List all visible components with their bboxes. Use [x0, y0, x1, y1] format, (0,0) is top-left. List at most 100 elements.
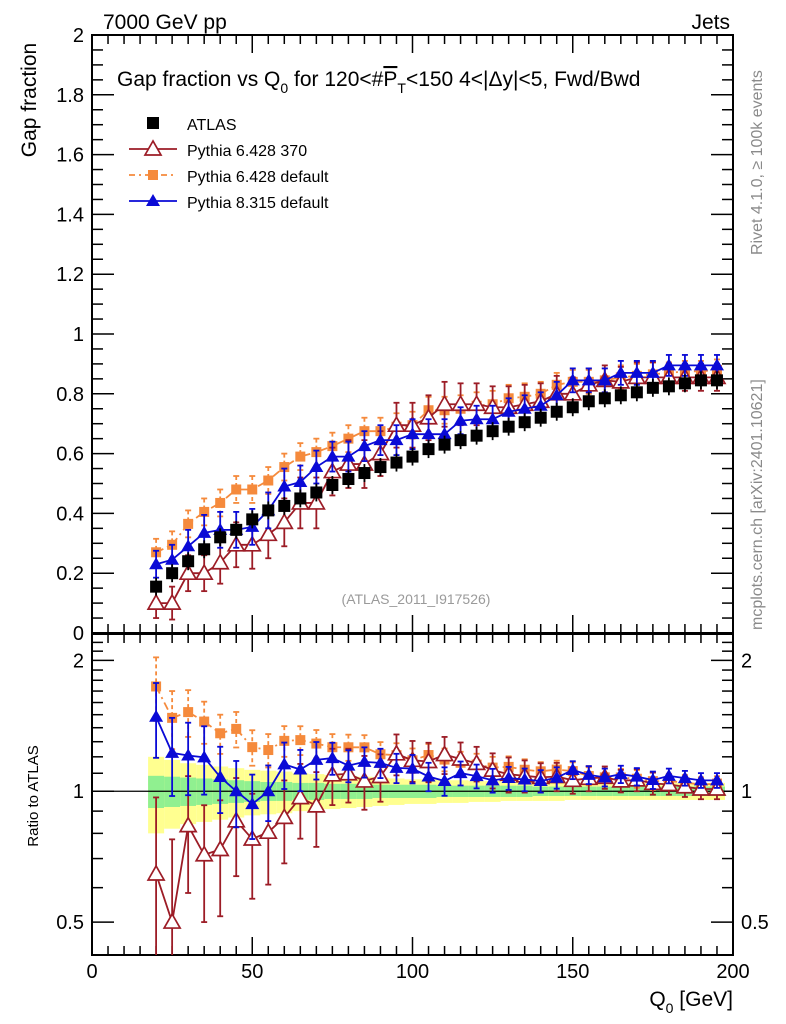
marker-open-triangle: [178, 563, 198, 581]
marker-triangle: [165, 552, 180, 565]
marker-triangle: [597, 770, 612, 783]
marker-triangle: [437, 427, 452, 440]
marker-square: [246, 513, 259, 526]
marker-triangle: [613, 365, 628, 378]
marker-square: [215, 728, 226, 739]
xtick-label: 150: [556, 961, 589, 983]
marker-square: [183, 707, 194, 718]
marker-square: [486, 425, 499, 438]
marker-square: [343, 433, 354, 444]
uncertainty-band-inner: [148, 775, 165, 809]
ytick-label: 0.8: [56, 384, 84, 406]
marker-triangle: [146, 194, 160, 206]
marker-triangle: [293, 762, 308, 775]
series-atlas: [150, 371, 723, 596]
marker-square: [263, 475, 274, 486]
title-overline-part: P: [383, 68, 397, 91]
marker-triangle: [357, 754, 372, 767]
marker-triangle: [613, 767, 628, 780]
marker-square: [374, 461, 387, 474]
marker-square: [182, 555, 195, 568]
marker-triangle: [389, 760, 404, 773]
marker-triangle: [533, 774, 548, 787]
legend-label: Pythia 6.428 370: [187, 143, 307, 160]
ratio-series: [146, 656, 727, 955]
marker-square: [147, 117, 159, 129]
ratio-xlabel: Q0 [GeV]: [649, 988, 733, 1016]
marker-square: [422, 443, 435, 456]
ytick-label: 2: [73, 25, 84, 47]
marker-open-triangle: [290, 787, 310, 805]
marker-triangle: [309, 460, 324, 473]
marker-square: [166, 567, 179, 580]
title-subscript: T: [397, 80, 406, 96]
marker-square: [183, 518, 194, 529]
marker-triangle: [597, 373, 612, 386]
marker-triangle: [469, 412, 484, 425]
marker-open-triangle: [274, 512, 294, 530]
ytick-label: 0.4: [56, 503, 84, 525]
marker-square: [342, 473, 355, 486]
marker-triangle: [501, 771, 516, 784]
marker-triangle: [405, 761, 420, 774]
marker-open-triangle: [274, 807, 294, 825]
marker-triangle: [197, 750, 212, 763]
marker-square: [438, 438, 451, 451]
marker-open-triangle: [162, 912, 182, 929]
marker-triangle: [453, 766, 468, 779]
marker-square: [678, 377, 691, 390]
marker-triangle: [325, 751, 340, 764]
marker-triangle: [645, 773, 660, 786]
marker-triangle: [149, 557, 164, 570]
marker-square: [502, 420, 515, 433]
marker-square: [215, 497, 226, 508]
marker-triangle: [421, 769, 436, 782]
xtick-label: 200: [716, 961, 749, 983]
title-subscript: 0: [280, 80, 288, 96]
marker-open-triangle: [162, 593, 182, 610]
marker-triangle: [165, 745, 180, 758]
marker-triangle: [709, 773, 724, 786]
marker-open-triangle: [194, 563, 214, 581]
xlabel-unit: [GeV]: [673, 988, 733, 1011]
marker-triangle: [245, 797, 260, 810]
marker-open-triangle: [210, 553, 230, 570]
marker-triangle: [517, 401, 532, 414]
marker-square: [230, 523, 243, 536]
legend-item: Pythia 6.428 370: [129, 139, 307, 160]
ratio-ylabel: Ratio to ATLAS: [25, 745, 42, 846]
marker-square: [247, 742, 258, 753]
marker-square: [262, 504, 275, 517]
ratio-xtick-labels: 0 50 100 150 200: [86, 961, 749, 983]
ytick-label: 0.5: [56, 912, 84, 934]
marker-triangle: [661, 768, 676, 781]
marker-triangle: [693, 358, 708, 371]
marker-open-triangle: [354, 771, 374, 788]
marker-triangle: [677, 771, 692, 784]
marker-square: [150, 580, 163, 593]
title-part: for 120<#: [288, 68, 383, 91]
ytick-label: 1.4: [56, 204, 84, 226]
marker-triangle: [421, 427, 436, 440]
marker-triangle: [629, 769, 644, 782]
ytick-label: 1.2: [56, 264, 84, 286]
main-axis-ticks: [91, 34, 734, 634]
ratio-ytick-labels: 0.5 0.5 1 1 2 2: [56, 650, 769, 934]
marker-triangle: [661, 358, 676, 371]
side-label-mcplots: mcplots.cern.ch [arXiv:2401.10621]: [749, 379, 766, 630]
xlabel-subscript: 0: [666, 1000, 674, 1016]
marker-triangle: [469, 769, 484, 782]
analysis-annotation: (ATLAS_2011_I917526): [342, 591, 491, 607]
ytick-label: 1: [73, 324, 84, 346]
marker-square: [294, 492, 307, 505]
ytick-label-right: 0.5: [741, 912, 769, 934]
ytick-label-right: 1: [741, 781, 752, 803]
marker-square: [279, 735, 290, 746]
marker-open-triangle: [306, 493, 326, 510]
marker-triangle: [197, 525, 212, 538]
marker-triangle: [533, 398, 548, 411]
marker-square: [694, 374, 707, 387]
marker-square: [662, 380, 675, 393]
